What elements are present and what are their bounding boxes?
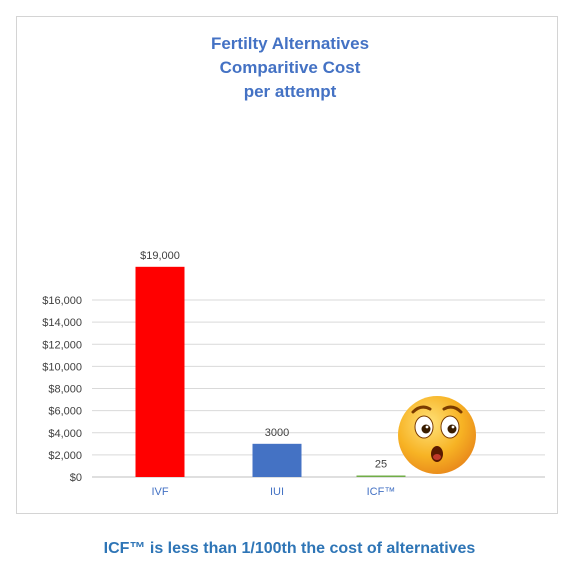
y-tick-label: $14,000 xyxy=(42,317,82,329)
surprised-face-emoji xyxy=(398,396,476,474)
chart-title: Fertilty Alternatives Comparitive Cost per… xyxy=(211,34,369,101)
x-category-label: ICF™ xyxy=(367,486,396,498)
y-tick-label: $16,000 xyxy=(42,295,82,307)
bar-icf xyxy=(356,475,406,477)
y-tick-label: $8,000 xyxy=(48,384,82,396)
bars xyxy=(135,266,406,477)
x-axis-categories: IVF IUI ICF™ xyxy=(151,486,395,498)
x-category-label: IVF xyxy=(151,486,168,498)
chart-svg: $0 $2,000 $4,000 $6,000 $8,000 $10,000 $12,000… xyxy=(42,34,545,498)
y-tick-label: $2,000 xyxy=(48,450,82,462)
y-tick-label: $12,000 xyxy=(42,339,82,351)
bar-iui xyxy=(252,443,302,477)
y-tick-label: $0 xyxy=(70,472,82,484)
chart-title-line: Fertilty Alternatives xyxy=(211,34,369,53)
data-labels: $19,000 3000 25 xyxy=(140,250,387,471)
bar-ivf xyxy=(135,266,185,477)
y-tick-label: $4,000 xyxy=(48,428,82,440)
data-label: $19,000 xyxy=(140,250,180,262)
chart-title-line: Comparitive Cost xyxy=(220,58,361,77)
caption: ICF™ is less than 1/100th the cost of al… xyxy=(103,540,476,557)
data-label: 3000 xyxy=(265,427,289,439)
x-category-label: IUI xyxy=(270,486,284,498)
chart-title-line: per attempt xyxy=(244,82,337,101)
y-axis-ticks: $0 $2,000 $4,000 $6,000 $8,000 $10,000 $12,000… xyxy=(42,295,82,484)
y-tick-label: $6,000 xyxy=(48,406,82,418)
data-label: 25 xyxy=(375,459,387,471)
chart-frame: $0 $2,000 $4,000 $6,000 $8,000 $10,000 $12,000… xyxy=(16,16,558,514)
y-tick-label: $10,000 xyxy=(42,361,82,373)
